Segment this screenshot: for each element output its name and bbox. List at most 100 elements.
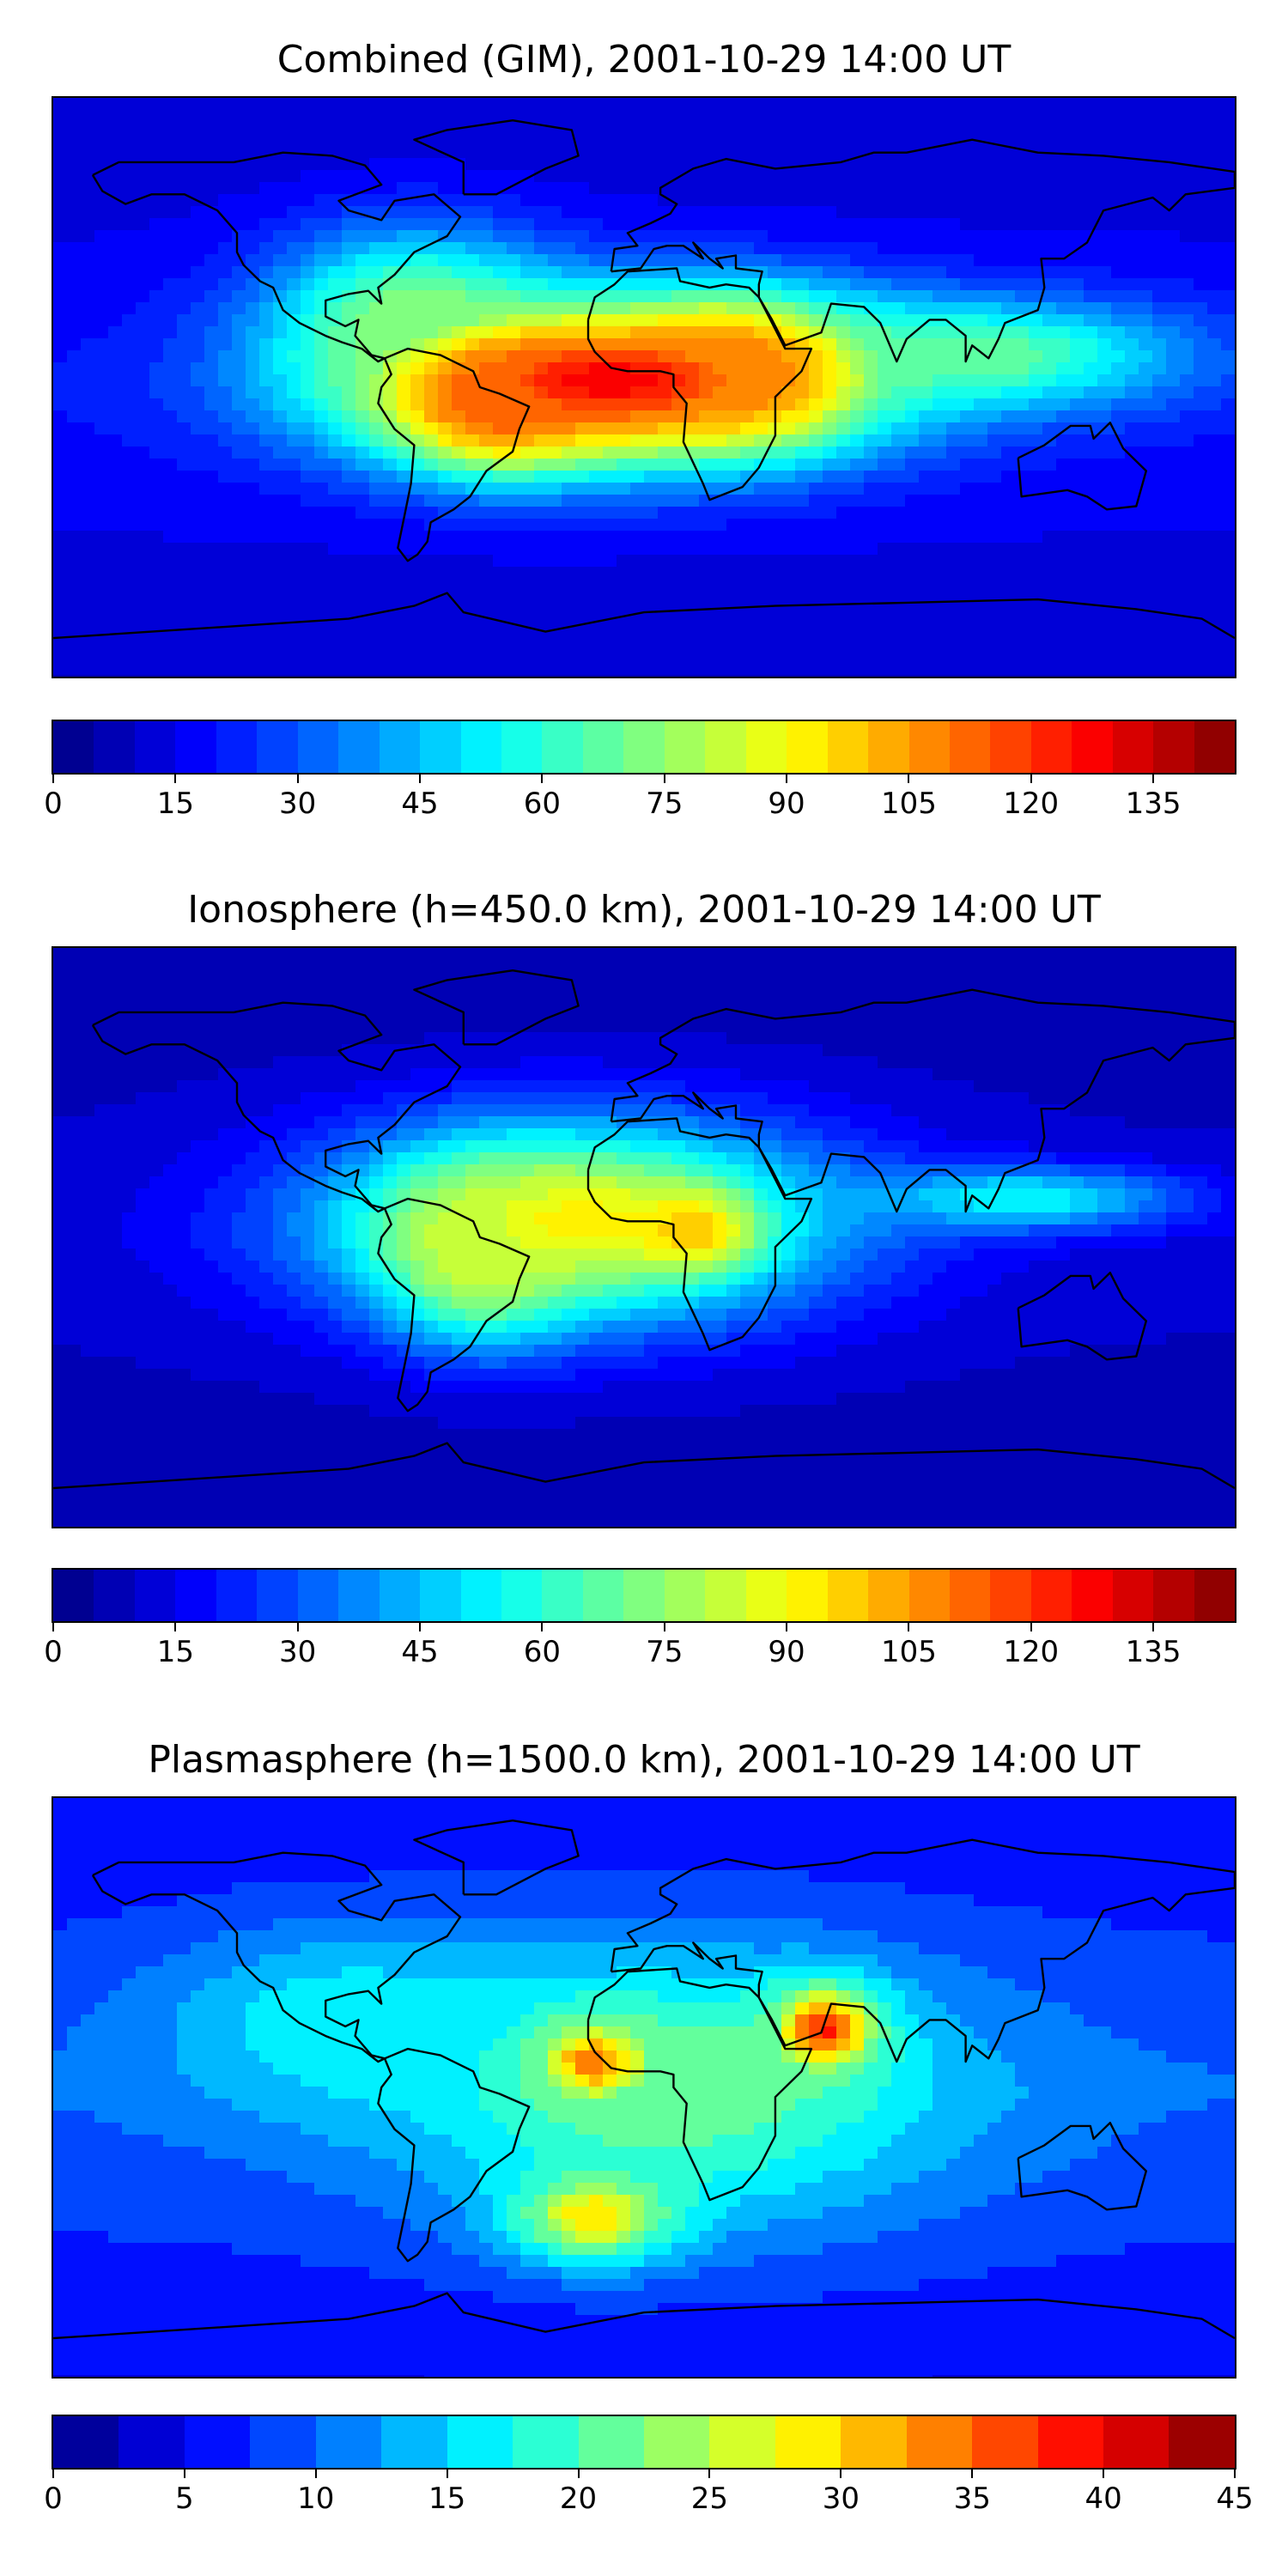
heatmap-cell — [1152, 507, 1167, 519]
heatmap-cell — [617, 972, 631, 985]
heatmap-cell — [836, 434, 851, 447]
heatmap-cell — [1194, 278, 1208, 291]
heatmap-cell — [575, 110, 590, 123]
heatmap-cell — [163, 483, 178, 495]
heatmap-cell — [397, 972, 411, 985]
heatmap-cell — [410, 326, 425, 339]
heatmap-cell — [781, 627, 796, 640]
heatmap-cell — [644, 639, 659, 652]
heatmap-cell — [1166, 615, 1181, 628]
heatmap-cell — [410, 338, 425, 351]
heatmap-cell — [603, 146, 617, 159]
heatmap-cell — [67, 338, 82, 351]
heatmap-cell — [850, 98, 865, 111]
heatmap-cell — [273, 122, 288, 135]
heatmap-cell — [987, 278, 1002, 291]
heatmap-cell — [1097, 1032, 1112, 1045]
heatmap-cell — [191, 960, 205, 973]
colorbar-ticks: 0 15 30 45 60 75 90 105 120 135 — [44, 775, 1236, 826]
heatmap-cell — [658, 158, 672, 171]
heatmap-cell — [548, 278, 562, 291]
heatmap-cell — [562, 410, 576, 423]
heatmap-cell — [1097, 1020, 1112, 1033]
heatmap-cell — [603, 984, 617, 997]
heatmap-cell — [919, 591, 933, 604]
heatmap-cell — [149, 170, 164, 183]
heatmap-cell — [1029, 386, 1043, 399]
colorbar-segment — [216, 721, 258, 773]
heatmap-cell — [287, 170, 301, 183]
heatmap-cell — [562, 434, 576, 447]
heatmap-cell — [562, 948, 576, 961]
heatmap-cell — [644, 206, 659, 219]
heatmap-cell — [452, 302, 466, 315]
heatmap-cell — [658, 996, 672, 1009]
heatmap-cell — [204, 182, 219, 195]
heatmap-cell — [617, 675, 631, 677]
heatmap-cell — [1194, 422, 1208, 435]
heatmap-cell — [1042, 398, 1057, 411]
heatmap-cell — [410, 483, 425, 495]
heatmap-cell — [754, 290, 769, 303]
heatmap-cell — [562, 110, 576, 123]
heatmap-cell — [768, 182, 782, 195]
heatmap-cell — [397, 948, 411, 961]
heatmap-cell — [218, 266, 233, 279]
heatmap-cell — [369, 519, 384, 532]
heatmap-cell — [163, 972, 178, 985]
heatmap-cell — [1139, 1020, 1153, 1033]
heatmap-cell — [218, 98, 233, 111]
heatmap-cell — [987, 434, 1002, 447]
heatmap-cell — [1029, 110, 1043, 123]
heatmap-cell — [1152, 122, 1167, 135]
heatmap-cell — [671, 350, 686, 363]
heatmap-cell — [1221, 603, 1235, 616]
heatmap-cell — [795, 567, 810, 580]
heatmap-cell — [218, 555, 233, 568]
heatmap-cell — [946, 122, 961, 135]
heatmap-cell — [548, 410, 562, 423]
heatmap-cell — [1001, 134, 1016, 147]
heatmap-cell — [1029, 567, 1043, 580]
heatmap-cell — [740, 422, 755, 435]
heatmap-cell — [94, 194, 109, 207]
heatmap-cell — [108, 960, 123, 973]
heatmap-cell — [493, 531, 507, 544]
heatmap-cell — [177, 170, 191, 183]
heatmap-cell — [1125, 543, 1139, 556]
colorbar-tick-label: 30 — [279, 787, 317, 821]
heatmap-cell — [438, 338, 453, 351]
heatmap-cell — [603, 471, 617, 483]
heatmap-cell — [314, 350, 329, 363]
heatmap-cell — [94, 984, 109, 997]
heatmap-cell — [1125, 326, 1139, 339]
heatmap-cell — [960, 471, 975, 483]
heatmap-cell — [81, 374, 95, 387]
heatmap-cell — [1111, 555, 1126, 568]
heatmap-cell — [685, 434, 700, 447]
heatmap-cell — [465, 543, 480, 556]
heatmap-cell — [836, 254, 851, 267]
heatmap-cell — [328, 615, 343, 628]
heatmap-cell — [287, 555, 301, 568]
heatmap-cell — [946, 567, 961, 580]
heatmap-cell — [1207, 627, 1222, 640]
colorbar-segment — [175, 721, 216, 773]
heatmap-cell — [1084, 314, 1098, 327]
heatmap-cell — [108, 519, 123, 532]
heatmap-cell — [1221, 398, 1235, 411]
heatmap-cell — [177, 230, 191, 243]
heatmap-cell — [1029, 242, 1043, 255]
heatmap-cell — [67, 1020, 82, 1033]
heatmap-cell — [1194, 230, 1208, 243]
heatmap-cell — [644, 531, 659, 544]
heatmap-cell — [465, 230, 480, 243]
heatmap-cell — [108, 651, 123, 664]
heatmap-cell — [671, 996, 686, 1009]
heatmap-cell — [768, 603, 782, 616]
heatmap-cell — [314, 972, 329, 985]
heatmap-cell — [355, 398, 370, 411]
heatmap-cell — [287, 302, 301, 315]
heatmap-cell — [191, 555, 205, 568]
heatmap-cell — [301, 122, 315, 135]
